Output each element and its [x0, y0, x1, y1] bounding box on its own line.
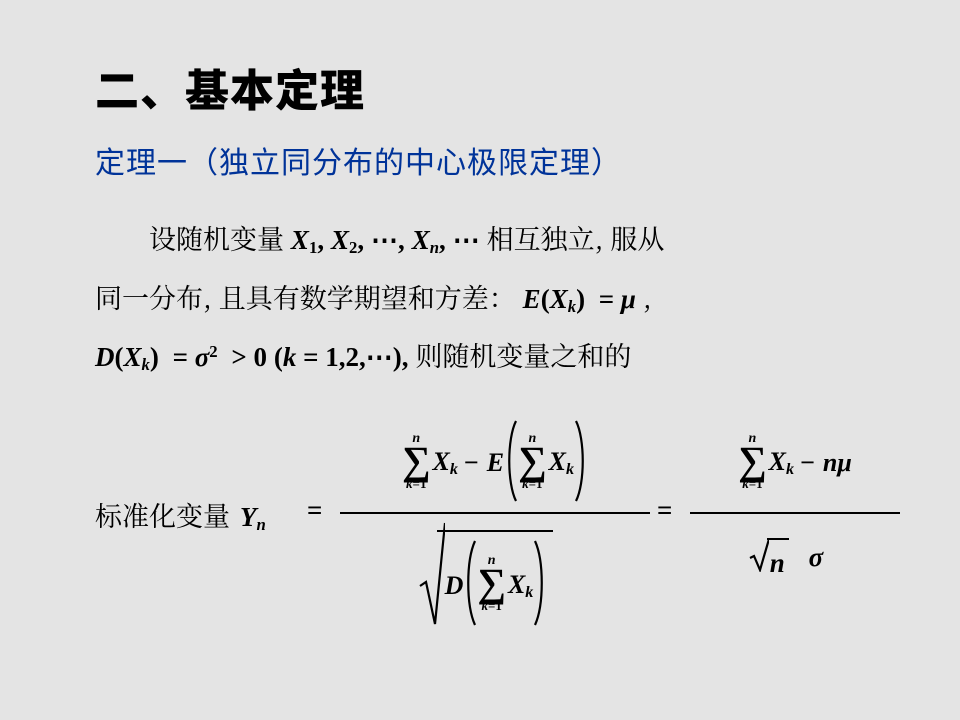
theorem-title: 定理一（独立同分布的中心极限定理） [95, 138, 622, 182]
right-paren-icon [574, 419, 588, 503]
text-run: , [643, 277, 652, 316]
standardized-variable-formula: 标准化变量 Yn = n ∑ k=1 Xk − E [95, 395, 905, 655]
math-seq: X1, X2, ⋯, Xn, ⋯ [291, 218, 487, 257]
denominator-sqrt-n-sigma: n σ [690, 535, 900, 580]
formula-label: 标准化变量 [95, 495, 230, 534]
math-variance: D(Xk) = σ2 > 0 (k = 1,2,⋯), [95, 335, 415, 374]
sum-icon: n ∑ k=1 [518, 432, 547, 490]
text-run: 相互独立, 服从 [487, 218, 665, 257]
sum-icon: n ∑ k=1 [402, 432, 431, 490]
text-run: 同一分布, 且具有数学期望和方差： [95, 277, 516, 316]
theorem-body: 设随机变量 X1, X2, ⋯, Xn, ⋯ 相互独立, 服从 同一分布, 且具… [95, 210, 885, 386]
fraction-2: n ∑ k=1 Xk − nμ n [690, 405, 900, 625]
equals-sign: = [657, 495, 672, 526]
sum-icon: n ∑ k=1 [477, 554, 506, 612]
sqrt-D-sum: D n ∑ k=1 Xk [437, 530, 554, 631]
fraction-1: n ∑ k=1 Xk − E n ∑ k=1 [340, 395, 650, 645]
formula-lhs: Yn [240, 495, 266, 535]
slide: 二、基本定理 定理一（独立同分布的中心极限定理） 设随机变量 X1, X2, ⋯… [0, 0, 960, 720]
left-paren-icon [463, 539, 477, 627]
equals-sign: = [307, 495, 322, 526]
section-heading: 二、基本定理 [95, 55, 365, 119]
text-run: 设随机变量 [149, 218, 284, 257]
sum-icon: n ∑ k=1 [738, 432, 767, 490]
left-paren-icon [504, 419, 518, 503]
right-paren-icon [533, 539, 547, 627]
math-expectation: E(Xk) = μ [523, 277, 643, 316]
text-run: 则随机变量之和的 [415, 335, 631, 374]
